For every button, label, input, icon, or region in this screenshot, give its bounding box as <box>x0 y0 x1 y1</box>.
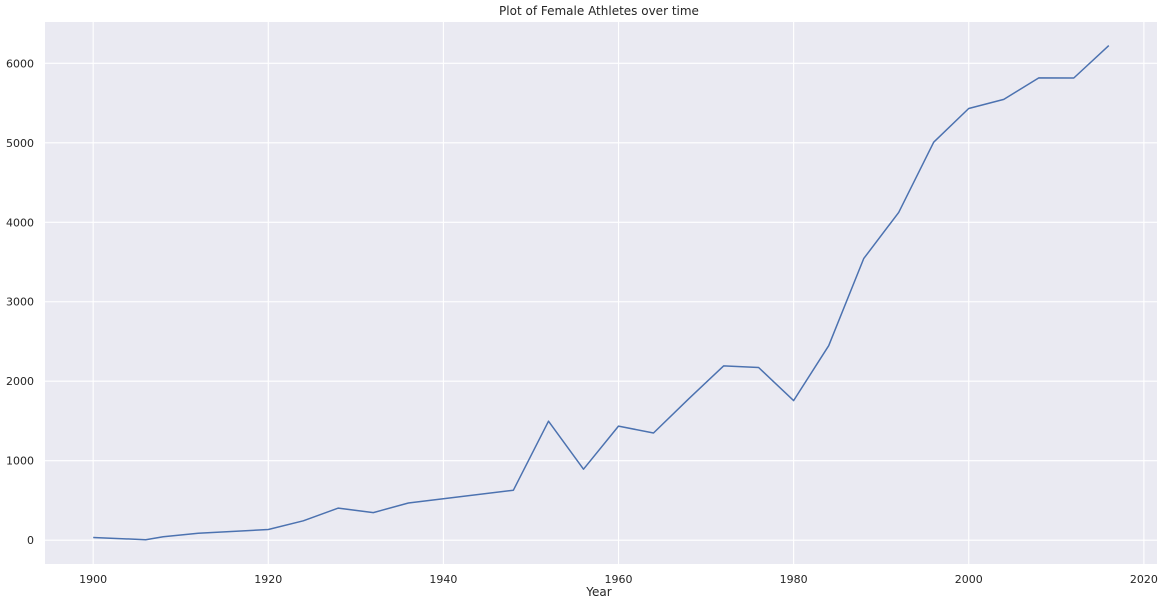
x-tick-label: 2000 <box>955 573 983 586</box>
x-gridlines <box>92 22 1145 564</box>
x-tick-label: 1900 <box>79 573 107 586</box>
y-tick-label: 4000 <box>6 216 34 229</box>
y-tick-label: 0 <box>27 534 34 547</box>
x-tick-label: 1940 <box>429 573 457 586</box>
plot-area <box>45 22 1157 564</box>
y-tick-label: 2000 <box>6 375 34 388</box>
x-tick-label: 2020 <box>1130 573 1158 586</box>
x-axis-label: Year <box>585 585 611 599</box>
series-line <box>93 45 1110 541</box>
chart-title: Plot of Female Athletes over time <box>499 4 699 18</box>
x-tick-label: 1980 <box>780 573 808 586</box>
x-tick-label: 1920 <box>254 573 282 586</box>
y-tick-label: 1000 <box>6 455 34 468</box>
y-tick-label: 5000 <box>6 137 34 150</box>
y-tick-label: 3000 <box>6 296 34 309</box>
y-tick-label: 6000 <box>6 57 34 70</box>
series-group <box>93 45 1110 541</box>
x-tick-labels: 1900 1920 1940 1960 1980 2000 2020 <box>79 573 1158 586</box>
y-gridlines <box>45 62 1157 541</box>
x-tick-label: 1960 <box>605 573 633 586</box>
y-tick-labels: 0 1000 2000 3000 4000 5000 6000 <box>6 57 34 547</box>
